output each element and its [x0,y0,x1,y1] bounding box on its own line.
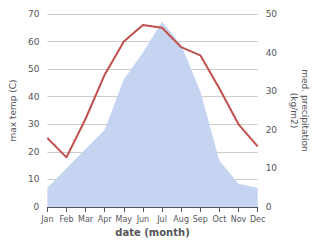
svg-text:Oct: Oct [212,215,226,224]
svg-text:Jun: Jun [136,215,150,224]
svg-text:40: 40 [28,92,40,102]
svg-text:(kg/m2): (kg/m2) [289,93,299,128]
svg-text:May: May [116,215,133,224]
svg-text:10: 10 [28,174,40,184]
svg-text:Dec: Dec [250,215,265,224]
svg-text:Nov: Nov [231,215,247,224]
svg-text:50: 50 [28,64,40,74]
svg-text:0: 0 [266,202,272,212]
svg-text:Aug: Aug [173,215,189,224]
svg-text:20: 20 [28,147,40,157]
svg-text:20: 20 [266,125,278,135]
svg-text:0: 0 [34,202,40,212]
svg-text:10: 10 [266,163,278,173]
svg-text:30: 30 [28,119,40,129]
svg-text:Mar: Mar [78,215,94,224]
svg-text:Sep: Sep [193,215,208,224]
svg-text:30: 30 [266,86,278,96]
svg-text:Jul: Jul [156,215,167,224]
svg-text:70: 70 [28,9,40,19]
svg-text:60: 60 [28,37,40,47]
svg-text:Jan: Jan [40,215,53,224]
svg-text:Apr: Apr [98,215,113,224]
svg-text:50: 50 [266,9,278,19]
svg-text:max temp (C): max temp (C) [8,79,18,141]
svg-text:Feb: Feb [59,215,73,224]
svg-text:med. precipitation: med. precipitation [300,69,310,151]
svg-text:40: 40 [266,48,278,58]
svg-text:date (month): date (month) [115,227,189,238]
